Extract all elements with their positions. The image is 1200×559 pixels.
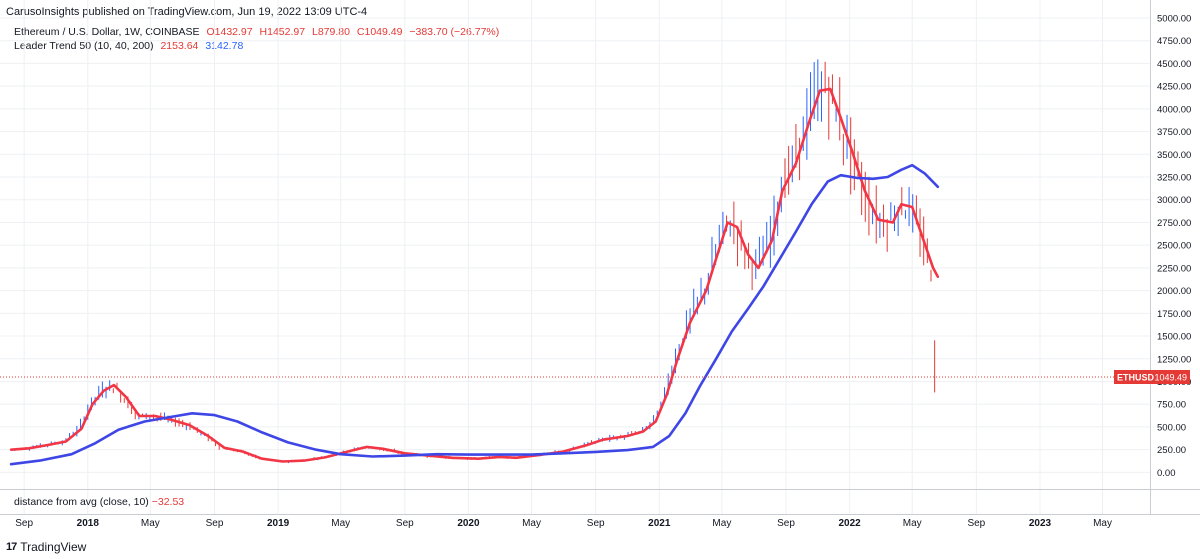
- x-tick-label: Sep: [206, 518, 224, 529]
- x-tick-label: Sep: [587, 518, 605, 529]
- x-tick-label: 2021: [648, 518, 671, 529]
- y-tick-label: 3250.00: [1157, 173, 1191, 184]
- y-tick-label: 2000.00: [1157, 286, 1191, 297]
- price-tag-value: 1049.49: [1154, 372, 1187, 382]
- x-tick-label: May: [903, 518, 922, 529]
- x-tick-label: May: [331, 518, 350, 529]
- y-tick-label: 750.00: [1157, 400, 1186, 411]
- x-tick-label: 2022: [839, 518, 862, 529]
- y-tick-label: 2250.00: [1157, 263, 1191, 274]
- oscillator-legend: distance from avg (close, 10) −32.53: [14, 496, 184, 508]
- y-tick-label: 3500.00: [1157, 150, 1191, 161]
- y-tick-label: 2500.00: [1157, 241, 1191, 252]
- ohlc-change: −383.70 (−26.77%): [409, 26, 500, 38]
- indicator-fast-value: 2153.64: [160, 40, 199, 52]
- ohlc-high: H1452.97: [259, 26, 306, 38]
- leader-trend-50-fast-line: [9, 87, 940, 463]
- y-tick-label: 3000.00: [1157, 195, 1191, 206]
- price-chart[interactable]: 0.00250.00500.00750.001000.001250.001500…: [0, 0, 1200, 535]
- x-tick-label: May: [1093, 518, 1112, 529]
- tradingview-brand: TradingView: [20, 540, 87, 554]
- x-tick-label: Sep: [15, 518, 33, 529]
- last-price-tag: [1114, 369, 1190, 384]
- x-tick-label: May: [712, 518, 731, 529]
- x-tick-label: 2018: [77, 518, 100, 529]
- y-tick-label: 1750.00: [1157, 309, 1191, 320]
- y-tick-label: 4250.00: [1157, 82, 1191, 93]
- x-tick-label: May: [141, 518, 160, 529]
- y-tick-label: 5000.00: [1157, 14, 1191, 25]
- y-tick-label: 250.00: [1157, 445, 1186, 456]
- x-tick-label: Sep: [967, 518, 985, 529]
- oscillator-value: −32.53: [151, 496, 185, 508]
- tradingview-footer[interactable]: 17 TradingView: [6, 540, 86, 554]
- x-tick-label: 2023: [1029, 518, 1052, 529]
- ohlc-open: O1432.97: [206, 26, 253, 38]
- y-tick-label: 4000.00: [1157, 104, 1191, 115]
- y-tick-label: 3750.00: [1157, 127, 1191, 138]
- x-tick-label: May: [522, 518, 541, 529]
- leader-trend-50-slow-line: [9, 163, 940, 466]
- oscillator-name: distance from avg (close, 10): [14, 496, 149, 508]
- y-tick-label: 1250.00: [1157, 354, 1191, 365]
- y-tick-label: 1500.00: [1157, 332, 1191, 343]
- x-tick-label: 2019: [267, 518, 290, 529]
- indicator-legend: Leader Trend 50 (10, 40, 200) 2153.64 31…: [14, 40, 247, 52]
- symbol-legend: Ethereum / U.S. Dollar, 1W, COINBASE O14…: [14, 26, 503, 38]
- symbol-name: Ethereum / U.S. Dollar, 1W, COINBASE: [14, 26, 200, 38]
- indicator-name: Leader Trend 50 (10, 40, 200): [14, 40, 154, 52]
- ohlc-close: C1049.49: [356, 26, 403, 38]
- y-tick-label: 4500.00: [1157, 59, 1191, 70]
- tradingview-logo-icon: 17: [6, 541, 17, 553]
- y-tick-label: 500.00: [1157, 422, 1186, 433]
- x-tick-label: 2020: [457, 518, 480, 529]
- x-tick-label: Sep: [396, 518, 414, 529]
- price-tag-symbol: ETHUSD: [1117, 372, 1155, 382]
- x-tick-label: Sep: [777, 518, 795, 529]
- y-tick-label: 0.00: [1157, 468, 1176, 479]
- published-by-line: CarusoInsights published on TradingView.…: [6, 6, 368, 18]
- y-tick-label: 4750.00: [1157, 36, 1191, 47]
- y-tick-label: 2750.00: [1157, 218, 1191, 229]
